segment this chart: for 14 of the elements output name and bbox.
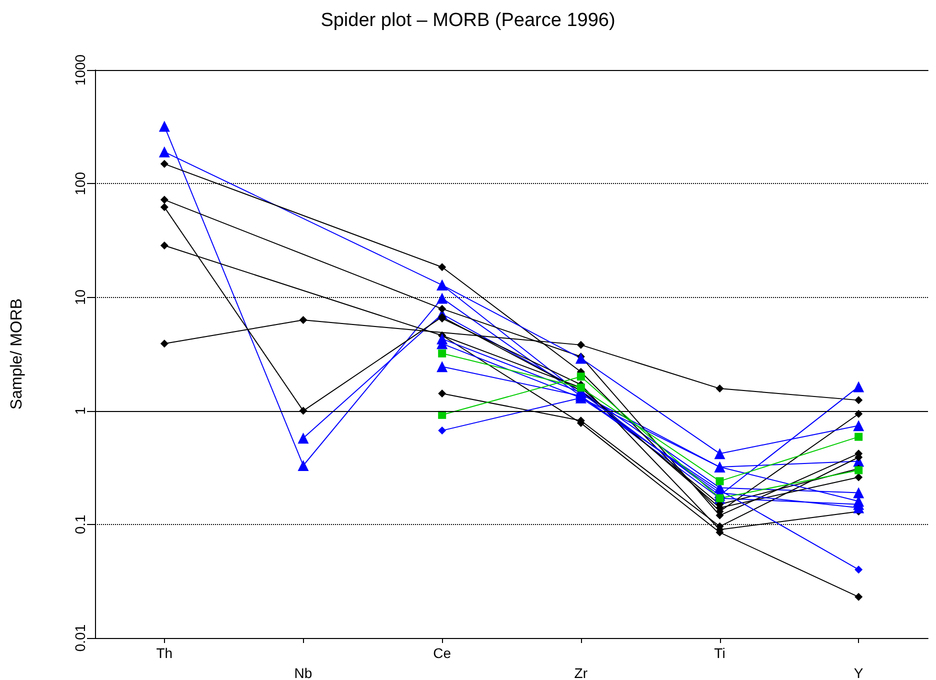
y-axis-title: Sample/ MORB [8,298,26,410]
y-tick-label: 0.01 [72,624,88,652]
y-tick-label: 10 [72,289,88,305]
x-tick-label: Th [156,645,173,661]
chart-title: Spider plot – MORB (Pearce 1996) [320,10,616,31]
x-tick-label: Ce [433,645,452,661]
x-tick-label: Y [854,665,864,680]
x-tick-label: Zr [574,665,588,680]
y-tick-label: 1000 [72,54,88,86]
y-tick-label: 0.1 [72,514,88,534]
x-tick-label: Ti [714,645,726,661]
x-tick-label: Nb [294,665,312,680]
y-tick-label: 1 [72,406,88,415]
y-tick-label: 100 [72,172,88,196]
